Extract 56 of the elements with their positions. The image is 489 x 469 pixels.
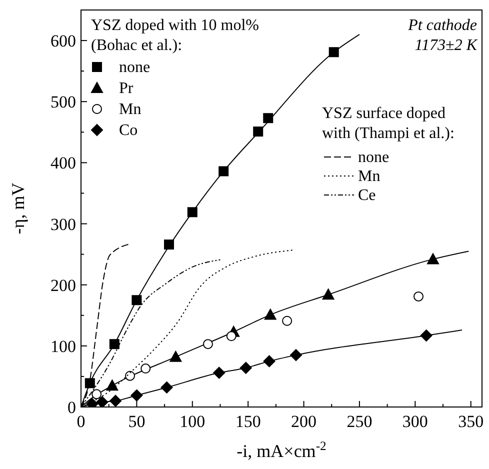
point bbox=[218, 166, 229, 176]
y-tick-label: 600 bbox=[50, 32, 76, 51]
point bbox=[426, 253, 439, 264]
point bbox=[106, 380, 118, 391]
point bbox=[92, 389, 102, 400]
point bbox=[240, 362, 252, 374]
point bbox=[226, 331, 236, 342]
legend-title: YSZ doped with 10 mol% (Bohac et al.): bbox=[91, 17, 259, 54]
point bbox=[322, 288, 334, 300]
point bbox=[253, 126, 264, 137]
x-tick-label: 150 bbox=[235, 412, 261, 431]
legend-label: none bbox=[358, 149, 390, 166]
y-axis-title: -η, mV bbox=[8, 182, 28, 234]
point bbox=[130, 389, 143, 402]
point bbox=[84, 378, 95, 388]
point bbox=[420, 330, 432, 342]
point bbox=[170, 350, 182, 362]
point bbox=[264, 308, 276, 320]
legend-label: Mn bbox=[358, 168, 380, 185]
legend-label: Ce bbox=[358, 187, 376, 204]
point bbox=[263, 355, 276, 368]
point bbox=[160, 381, 173, 394]
legend-label: Pr bbox=[119, 80, 134, 97]
legend-label: Co bbox=[119, 122, 138, 139]
y-tick-label: 200 bbox=[50, 276, 76, 295]
point bbox=[290, 349, 302, 362]
legend-label: Mn bbox=[119, 101, 142, 118]
x-tick-label: 50 bbox=[128, 412, 146, 431]
point bbox=[96, 396, 108, 407]
point bbox=[110, 394, 122, 407]
x-tick-label: 300 bbox=[402, 412, 428, 431]
point bbox=[213, 366, 226, 379]
x-tick-label: 250 bbox=[346, 412, 372, 431]
point bbox=[109, 339, 120, 350]
point bbox=[414, 291, 424, 302]
point bbox=[125, 370, 136, 381]
annotation: YSZ surface doped with (Thampi et al.): bbox=[322, 105, 454, 142]
y-tick-label: 400 bbox=[50, 154, 76, 173]
point bbox=[187, 207, 198, 218]
point bbox=[140, 364, 151, 374]
y-tick-label: 300 bbox=[50, 214, 76, 234]
x-axis-title: -i, mA×cm$^{-2}$ bbox=[236, 439, 326, 461]
point bbox=[282, 316, 292, 326]
point bbox=[164, 240, 174, 250]
x-tick-label: 100 bbox=[180, 412, 206, 431]
y-tick-label: 0 bbox=[68, 398, 76, 417]
point bbox=[132, 295, 142, 306]
x-tick-label: 350 bbox=[458, 412, 484, 431]
annotation: Pt cathode 1173±2 K bbox=[407, 17, 478, 54]
x-tick-label: 200 bbox=[291, 412, 317, 431]
point bbox=[202, 339, 213, 350]
legend-label: none bbox=[119, 59, 150, 76]
y-tick-label: 500 bbox=[50, 92, 76, 112]
point bbox=[328, 47, 339, 58]
y-tick-label: 100 bbox=[50, 336, 76, 356]
point bbox=[263, 113, 274, 124]
